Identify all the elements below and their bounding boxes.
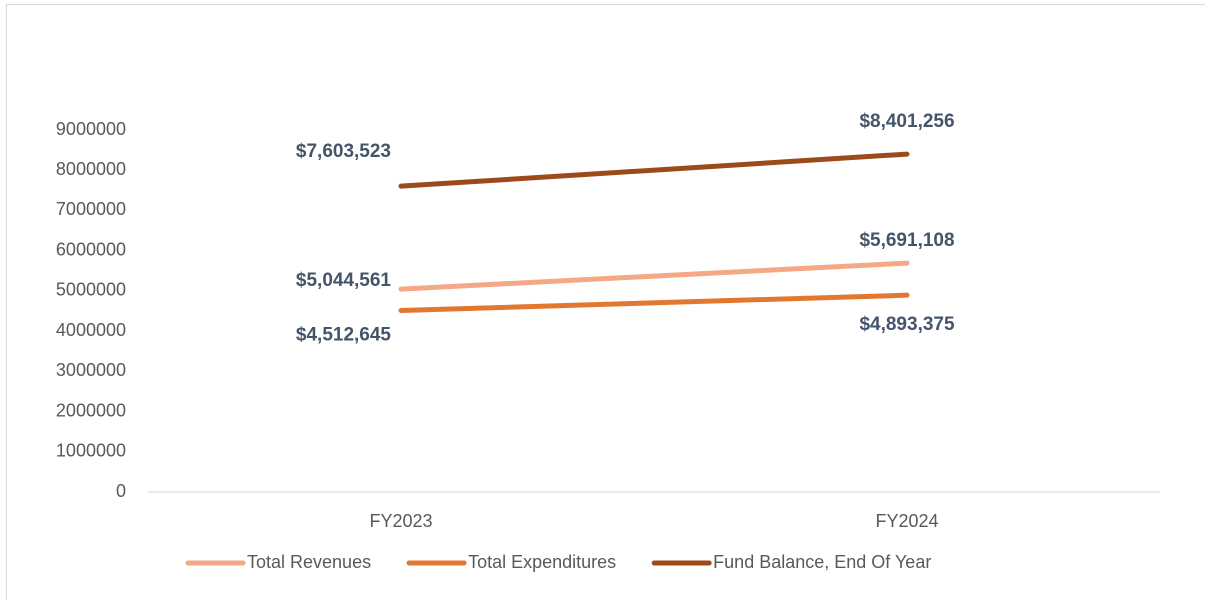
legend-label: Total Expenditures: [468, 552, 616, 572]
legend-label: Fund Balance, End Of Year: [713, 552, 931, 572]
y-tick-label: 2000000: [56, 400, 126, 420]
series-line: [398, 151, 910, 189]
series-line: [398, 260, 910, 292]
legend-label: Total Revenues: [247, 552, 371, 572]
data-label: $4,893,375: [859, 314, 955, 335]
y-tick-label: 6000000: [56, 239, 126, 259]
y-tick-label: 7000000: [56, 199, 126, 219]
y-tick-label: 3000000: [56, 360, 126, 380]
y-tick-label: 4000000: [56, 320, 126, 340]
y-tick-label: 1000000: [56, 441, 126, 461]
y-tick-label: 8000000: [56, 159, 126, 179]
data-label: $4,512,645: [296, 325, 392, 346]
data-label: $7,603,523: [296, 141, 391, 162]
x-tick-label: FY2023: [369, 511, 432, 531]
y-tick-label: 5000000: [56, 280, 126, 300]
y-tick-label: 0: [116, 481, 126, 501]
data-label: $8,401,256: [859, 111, 954, 132]
series-line: [398, 292, 910, 313]
x-tick-label: FY2024: [875, 511, 938, 531]
data-label: $5,044,561: [296, 270, 392, 291]
data-label: $5,691,108: [859, 230, 954, 251]
y-tick-label: 9000000: [56, 119, 126, 139]
